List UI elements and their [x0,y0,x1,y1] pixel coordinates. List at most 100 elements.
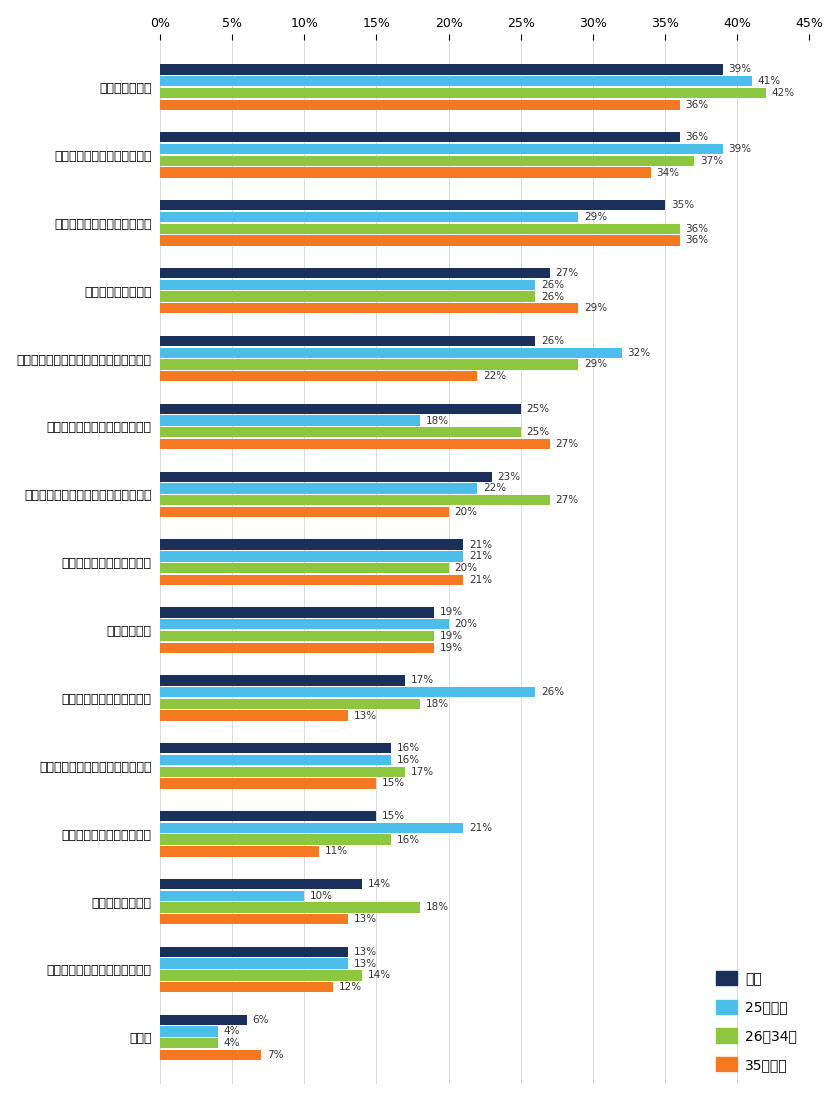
Text: 36%: 36% [685,224,708,233]
Text: 17%: 17% [411,766,434,776]
Bar [160,575,463,585]
Text: 39%: 39% [728,65,752,75]
Text: 26%: 26% [541,687,564,697]
Text: 29%: 29% [585,359,607,370]
Text: 37%: 37% [700,156,723,166]
Bar [160,619,449,630]
Bar [160,847,318,857]
Text: 22%: 22% [483,483,507,493]
Text: 29%: 29% [585,303,607,314]
Bar [160,415,420,426]
Text: 14%: 14% [368,879,391,889]
Text: 23%: 23% [497,471,521,482]
Text: 20%: 20% [454,506,477,517]
Text: 18%: 18% [426,415,449,426]
Bar [160,1014,247,1025]
Bar [160,743,391,753]
Text: 27%: 27% [555,495,579,505]
Bar [160,506,449,517]
Text: 21%: 21% [469,539,492,549]
Bar [160,778,376,788]
Text: 16%: 16% [396,755,420,765]
Bar [160,970,362,981]
Text: 15%: 15% [382,778,406,788]
Bar [160,99,680,110]
Text: 4%: 4% [223,1038,240,1048]
Bar [160,835,391,844]
Bar [160,539,463,549]
Bar [160,303,579,314]
Bar [160,292,535,302]
Bar [160,631,434,641]
Bar [160,439,549,449]
Text: 20%: 20% [454,619,477,629]
Legend: 全体, 25歳以下, 26～34歳, 35歳以上: 全体, 25歳以下, 26～34歳, 35歳以上 [711,966,802,1078]
Text: 22%: 22% [483,371,507,381]
Text: 13%: 13% [354,710,376,720]
Bar [160,687,535,697]
Bar [160,959,348,969]
Text: 25%: 25% [527,404,549,414]
Bar [160,483,477,493]
Bar [160,675,406,686]
Text: 19%: 19% [440,608,463,618]
Bar [160,64,722,75]
Text: 16%: 16% [396,835,420,844]
Text: 14%: 14% [368,970,391,980]
Bar [160,371,477,381]
Text: 39%: 39% [728,144,752,154]
Bar [160,167,651,177]
Bar [160,608,434,618]
Bar [160,359,579,370]
Text: 21%: 21% [469,575,492,585]
Text: 42%: 42% [772,88,795,98]
Text: 26%: 26% [541,280,564,290]
Text: 35%: 35% [671,200,694,210]
Text: 36%: 36% [685,132,708,142]
Bar [160,155,694,166]
Text: 26%: 26% [541,336,564,346]
Bar [160,200,665,210]
Bar [160,336,535,346]
Text: 27%: 27% [555,268,579,279]
Text: 12%: 12% [339,982,362,992]
Bar [160,755,391,765]
Text: 19%: 19% [440,643,463,653]
Text: 17%: 17% [411,675,434,685]
Text: 4%: 4% [223,1026,240,1036]
Bar [160,144,722,154]
Text: 15%: 15% [382,811,406,821]
Bar [160,495,549,505]
Bar [160,1038,218,1048]
Text: 26%: 26% [541,292,564,302]
Bar [160,471,492,482]
Bar [160,280,535,290]
Text: 19%: 19% [440,631,463,641]
Bar [160,643,434,653]
Text: 18%: 18% [426,903,449,913]
Text: 10%: 10% [310,891,333,901]
Bar [160,236,680,246]
Text: 20%: 20% [454,563,477,574]
Bar [160,348,622,358]
Bar [160,1026,218,1037]
Bar [160,699,420,709]
Bar [160,1049,261,1060]
Bar [160,903,420,913]
Text: 21%: 21% [469,552,492,562]
Bar [160,211,579,222]
Bar [160,822,463,833]
Bar [160,947,348,957]
Text: 16%: 16% [396,743,420,753]
Bar [160,563,449,574]
Bar [160,891,304,901]
Text: 25%: 25% [527,427,549,437]
Bar [160,552,463,562]
Text: 27%: 27% [555,439,579,449]
Text: 34%: 34% [656,167,680,177]
Bar [160,224,680,233]
Bar [160,268,549,279]
Text: 13%: 13% [354,959,376,969]
Bar [160,811,376,821]
Bar [160,879,362,890]
